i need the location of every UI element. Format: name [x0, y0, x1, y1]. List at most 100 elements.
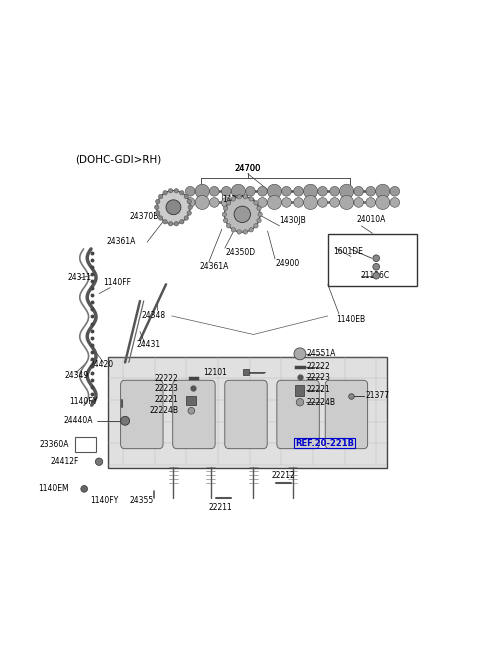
- Circle shape: [243, 195, 248, 199]
- Circle shape: [221, 187, 231, 196]
- Circle shape: [330, 198, 339, 207]
- Circle shape: [184, 215, 189, 220]
- Circle shape: [187, 211, 192, 215]
- Circle shape: [231, 227, 236, 232]
- Circle shape: [174, 221, 179, 226]
- Text: 24420: 24420: [89, 360, 113, 369]
- Text: 1430JB: 1430JB: [279, 216, 306, 225]
- Circle shape: [246, 198, 255, 207]
- Text: 1140FY: 1140FY: [90, 496, 118, 504]
- Circle shape: [81, 485, 87, 492]
- Circle shape: [282, 198, 291, 207]
- Text: 24551A: 24551A: [306, 349, 336, 358]
- Text: 22223: 22223: [306, 373, 330, 382]
- Circle shape: [373, 255, 380, 261]
- Text: 1140EM: 1140EM: [39, 485, 69, 493]
- Text: 24361A: 24361A: [107, 237, 136, 246]
- Circle shape: [237, 230, 241, 234]
- Circle shape: [339, 195, 354, 210]
- Circle shape: [303, 184, 318, 198]
- Circle shape: [376, 184, 390, 198]
- Circle shape: [163, 219, 168, 224]
- Circle shape: [258, 198, 267, 207]
- Circle shape: [243, 230, 248, 234]
- Circle shape: [373, 263, 380, 270]
- Text: 22222: 22222: [306, 362, 330, 371]
- Text: 21377: 21377: [365, 392, 389, 400]
- Text: 24900: 24900: [275, 259, 299, 269]
- Circle shape: [318, 187, 327, 196]
- Circle shape: [174, 189, 179, 193]
- Text: 22221: 22221: [306, 385, 330, 394]
- Circle shape: [209, 198, 219, 207]
- Text: 24412F: 24412F: [50, 457, 79, 466]
- Circle shape: [267, 184, 281, 198]
- Circle shape: [231, 184, 245, 198]
- Circle shape: [158, 215, 163, 220]
- Text: 24361A: 24361A: [200, 262, 229, 271]
- Circle shape: [155, 205, 159, 210]
- Circle shape: [195, 195, 209, 210]
- Circle shape: [227, 200, 231, 205]
- Circle shape: [339, 184, 354, 198]
- Circle shape: [223, 206, 228, 210]
- Circle shape: [184, 195, 189, 198]
- Circle shape: [180, 191, 184, 195]
- Circle shape: [166, 200, 181, 215]
- Circle shape: [223, 218, 228, 223]
- Bar: [75, 437, 96, 453]
- Circle shape: [237, 195, 241, 199]
- Text: 22224B: 22224B: [306, 398, 335, 407]
- FancyBboxPatch shape: [325, 381, 368, 449]
- Circle shape: [180, 219, 184, 224]
- Circle shape: [249, 227, 253, 232]
- Circle shape: [227, 223, 231, 228]
- Circle shape: [195, 184, 209, 198]
- Text: 24348: 24348: [142, 310, 166, 320]
- Circle shape: [296, 398, 304, 406]
- Bar: [186, 396, 196, 405]
- Circle shape: [156, 191, 190, 224]
- Circle shape: [366, 187, 375, 196]
- Text: 22221: 22221: [155, 395, 178, 404]
- Circle shape: [222, 212, 227, 217]
- Text: 22222: 22222: [155, 374, 178, 383]
- Circle shape: [225, 196, 260, 232]
- Text: 1430JB: 1430JB: [222, 195, 249, 204]
- Circle shape: [330, 187, 339, 196]
- Circle shape: [354, 198, 363, 207]
- Circle shape: [246, 187, 255, 196]
- Circle shape: [163, 191, 168, 195]
- FancyBboxPatch shape: [173, 381, 215, 449]
- Polygon shape: [108, 357, 387, 468]
- Circle shape: [96, 458, 103, 466]
- Circle shape: [249, 196, 253, 201]
- Text: 24370B: 24370B: [129, 212, 158, 221]
- Circle shape: [258, 187, 267, 196]
- Text: 1140EB: 1140EB: [336, 315, 365, 324]
- Circle shape: [258, 212, 263, 217]
- Circle shape: [234, 206, 251, 223]
- Circle shape: [303, 195, 318, 210]
- Circle shape: [185, 198, 195, 207]
- Circle shape: [373, 272, 380, 279]
- Circle shape: [294, 198, 303, 207]
- Circle shape: [168, 221, 173, 226]
- Text: 22224B: 22224B: [149, 406, 178, 415]
- Circle shape: [221, 198, 231, 207]
- Text: 24440A: 24440A: [64, 417, 94, 425]
- Circle shape: [158, 195, 163, 198]
- Text: 24349: 24349: [65, 371, 89, 380]
- Text: 1140FY: 1140FY: [69, 397, 97, 406]
- Text: 24311: 24311: [67, 272, 91, 282]
- Circle shape: [257, 206, 261, 210]
- Text: 24350D: 24350D: [226, 248, 256, 257]
- Circle shape: [282, 187, 291, 196]
- Text: (DOHC-GDI>RH): (DOHC-GDI>RH): [75, 154, 161, 164]
- Circle shape: [354, 187, 363, 196]
- Text: 22212: 22212: [271, 470, 295, 479]
- Text: 21126C: 21126C: [360, 271, 390, 280]
- Text: 24431: 24431: [136, 340, 160, 348]
- Text: 24700: 24700: [235, 164, 261, 173]
- Text: 22211: 22211: [208, 502, 232, 512]
